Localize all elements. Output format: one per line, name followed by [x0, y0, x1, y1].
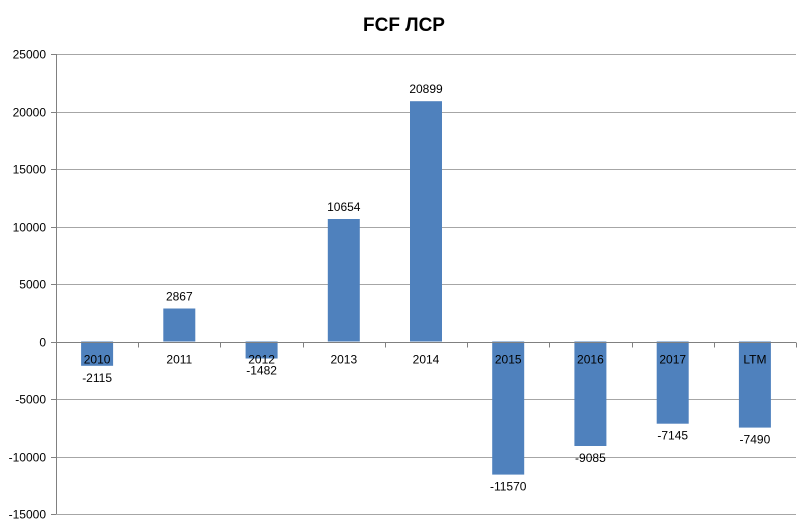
y-tick-label: -5000 — [15, 393, 46, 407]
x-tick-label: 2011 — [166, 353, 192, 367]
chart-title: FCF ЛСР — [363, 15, 445, 36]
x-tick-label: 2013 — [330, 353, 357, 367]
y-tick-label: -10000 — [9, 451, 47, 465]
bar-2012 — [245, 341, 278, 359]
x-tick-label: 2014 — [413, 353, 440, 367]
data-label: -2115 — [82, 371, 112, 385]
data-label: -11570 — [490, 480, 527, 494]
data-label: 10654 — [327, 200, 361, 214]
data-label: 20899 — [409, 82, 443, 96]
y-tick-label: 15000 — [13, 163, 47, 177]
bar-2016 — [574, 341, 607, 446]
y-tick-label: 25000 — [13, 48, 47, 62]
y-axis-tick-labels: 25000 20000 15000 10000 5000 0 -5000 -10000 -150… — [9, 48, 47, 522]
y-tick-label: -15000 — [9, 508, 47, 522]
bar-2011 — [163, 308, 196, 342]
data-label: 2867 — [166, 290, 193, 304]
x-tick-label: 2010 — [84, 353, 111, 367]
x-tick-label: 2015 — [495, 353, 522, 367]
x-tick-label: 2012 — [248, 353, 275, 367]
x-axis-tick-labels: 2010 2011 2012 2013 2014 2015 2016 2017 LTM — [84, 353, 767, 367]
x-tick-label: 2016 — [577, 353, 604, 367]
x-tick-label: 2017 — [659, 353, 686, 367]
bar-2013 — [327, 219, 360, 342]
axes — [51, 54, 797, 515]
y-tick-label: 0 — [39, 336, 46, 350]
data-label: -1482 — [246, 364, 277, 378]
y-tick-label: 5000 — [19, 278, 46, 292]
y-tick-label: 20000 — [13, 106, 47, 120]
bar-LTM — [738, 341, 771, 428]
bar-2014 — [410, 101, 442, 342]
x-tick-label: LTM — [743, 353, 766, 367]
data-labels: -2115 2867 -1482 10654 20899 -11570 -9085 -7145… — [82, 82, 770, 493]
bar-2010 — [81, 341, 114, 366]
data-label: -7490 — [740, 433, 771, 447]
bar-2015 — [492, 341, 525, 475]
data-label: -9085 — [575, 451, 606, 465]
y-tick-label: 10000 — [13, 221, 47, 235]
bar-2017 — [656, 341, 689, 424]
bars — [81, 101, 771, 475]
data-label: -7145 — [657, 429, 688, 443]
